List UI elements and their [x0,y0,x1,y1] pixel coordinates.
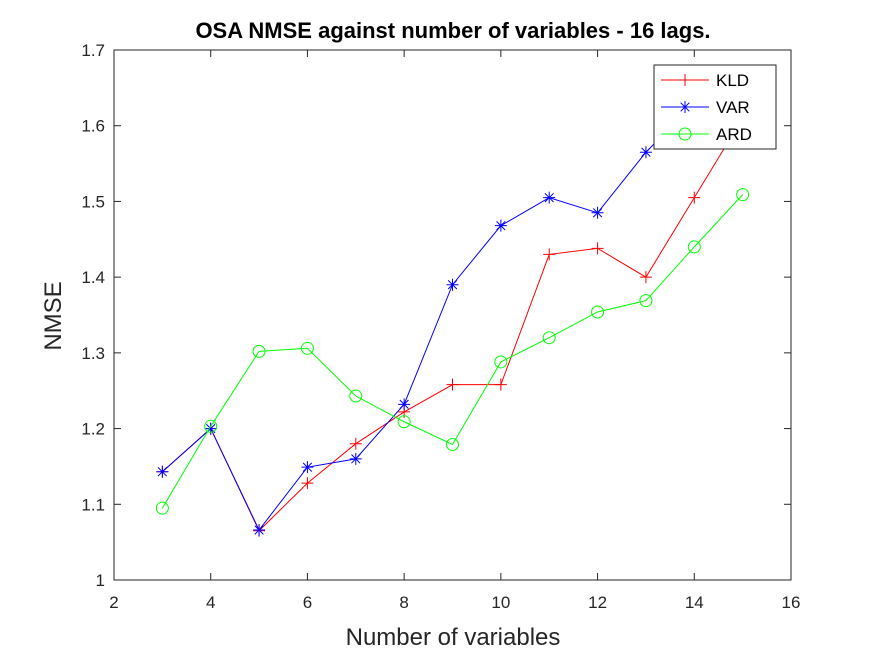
data-point-ard [687,240,701,254]
data-point-var [156,465,169,478]
data-point-kld [543,248,556,261]
x-axis-label: Number of variables [346,624,561,651]
y-tick-label: 1.5 [81,192,105,211]
data-point-ard [252,344,266,358]
axes-layer: 2 4 6 8 10 12 14 16 1 1.1 1.2 1.3 1.4 1.5 1.6 1.7 [81,41,800,612]
x-tick-label: 6 [303,593,312,612]
axes-box [113,49,792,581]
data-point-ard [494,355,508,369]
data-point-kld [301,477,314,490]
data-point-ard [736,188,750,202]
data-point-ard [397,415,411,429]
chart-title: OSA NMSE against number of variables - 1… [195,18,710,43]
data-point-ard [204,419,218,433]
data-point-var [591,206,604,219]
y-tick-label: 1.4 [81,268,105,287]
data-point-ard [300,341,314,355]
data-point-var [639,146,652,159]
x-tick-label: 14 [685,593,704,612]
series-ard [155,188,750,515]
x-tick-label: 4 [206,593,215,612]
y-tick-label: 1.6 [81,117,105,136]
legend-entry-ard: ARD [661,125,752,144]
x-tick-label: 8 [399,593,408,612]
y-tick-label: 1.3 [81,344,105,363]
legend-label: KLD [716,71,749,90]
data-point-ard [446,437,459,451]
data-point-var [204,422,217,435]
data-point-var [446,278,459,291]
y-axis-label: NMSE [40,281,67,350]
x-tick-label: 2 [109,593,118,612]
data-point-var [253,524,266,537]
data-point-var [543,191,556,204]
legend-marker [679,101,691,113]
data-point-kld [688,191,701,204]
data-point-var [398,398,411,411]
series-line-ard [161,194,744,509]
y-tick-label: 1 [96,571,105,590]
y-tick-label: 1.1 [81,495,105,514]
data-point-var [349,452,362,465]
x-tick-label: 12 [588,593,607,612]
x-tick-label: 10 [491,593,510,612]
data-point-kld [349,437,362,450]
data-point-ard [542,331,556,345]
legend-entry-kld: KLD [661,71,749,90]
legend-marker [678,127,692,141]
legend-marker [679,74,691,86]
data-point-kld [494,378,507,391]
data-point-ard [155,501,169,515]
series-layer [155,74,750,537]
data-point-ard [591,305,605,319]
y-tick-label: 1.7 [81,41,105,60]
data-point-var [301,461,314,474]
data-point-ard [639,294,653,308]
legend-entry-var: VAR [661,98,750,117]
legend-label: ARD [716,125,752,144]
x-tick-label: 16 [782,593,801,612]
data-point-ard [349,389,363,403]
data-point-kld [591,242,604,255]
data-point-var [494,219,507,232]
data-point-kld [446,378,459,391]
data-point-kld [639,271,652,284]
legend-label: VAR [716,98,750,117]
legend: KLD VAR ARD [653,64,777,150]
y-tick-label: 1.2 [81,420,105,439]
